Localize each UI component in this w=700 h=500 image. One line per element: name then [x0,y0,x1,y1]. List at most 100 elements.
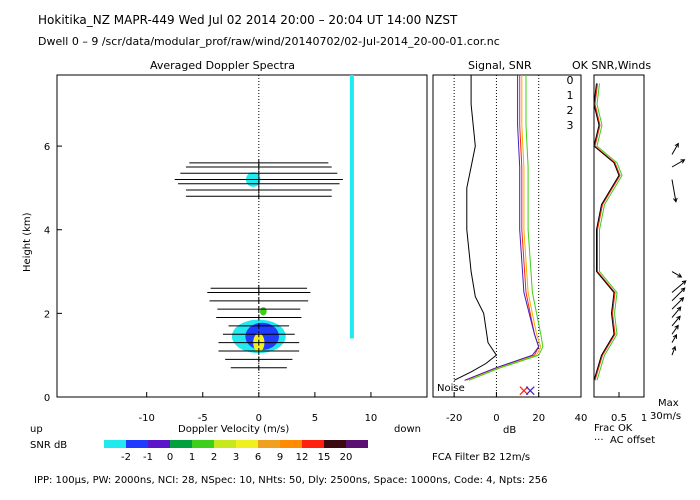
wind-arrow-head [676,315,681,321]
ac-offset-dots: ··· [594,435,604,446]
colorbar-swatch [302,440,324,448]
signal-title: Signal, SNR [468,59,532,72]
colorbar-level-label: 12 [296,452,309,463]
down-label: down [394,424,421,435]
wind-arrow-head [677,273,683,278]
wind-arrow-head [674,142,679,148]
x-tick-label: 10 [365,413,378,424]
wind-arrow-head [679,296,685,302]
colorbar-swatch [192,440,214,448]
colorbar-swatch [126,440,148,448]
colorbar-label: SNR dB [30,440,67,451]
colorbar-swatch [236,440,258,448]
fca-filter-label: FCA Filter B2 12m/s [432,452,530,463]
signal-plot-frame [432,74,582,398]
wind-arrow-head [671,345,677,351]
spectra-title: Averaged Doppler Spectra [150,59,295,72]
up-label: up [30,424,43,435]
colorbar-level-label: 6 [255,452,261,463]
wind-arrow [671,280,687,293]
signal-series-line [464,75,540,381]
colorbar-level-label: 2 [211,452,217,463]
header-line-1: Hokitika_NZ MAPR-449 Wed Jul 02 2014 20:… [38,13,458,27]
colorbar-level-label: 15 [318,452,331,463]
acquisition-params: IPP: 100µs, PW: 2000ns, NCI: 28, NSpec: … [34,475,547,486]
x-axis-label: Doppler Velocity (m/s) [178,424,289,435]
wind-arrow [671,325,679,335]
legend-entry: 1 [567,89,574,102]
colorbar-swatch [104,440,126,448]
frac-ok-line [594,83,621,381]
winds-x-tick-label: 0.5 [611,413,627,424]
signal-x-tick-label: 40 [575,413,588,424]
signal-x-tick-label: 20 [532,413,545,424]
colorbar-swatch [346,440,368,448]
wind-arrow-head [680,287,686,293]
x-tick-label: 0 [256,413,262,424]
wind-arrow [671,179,677,202]
wind-arrow-head [674,324,679,330]
signal-x-axis-label: dB [503,425,516,436]
wind-arrow [671,143,679,155]
frac-ok-line [596,83,623,381]
wind-arrow [671,159,685,168]
colorbar-level-label: 20 [340,452,353,463]
wind-arrow-head [673,197,678,203]
x-tick-label: -5 [198,413,208,424]
legend-entry: 0 [567,74,574,87]
colorbar-level-label: 1 [189,452,195,463]
colorbar-swatch [324,440,346,448]
signal-x-tick-label: 0 [493,413,499,424]
frac-ok-line [593,83,620,381]
winds-legend: 0 1 2 3 [567,74,574,132]
wind-arrow-head [680,159,686,164]
signal-x-tick-label: -20 [446,413,462,424]
wind-arrow [671,346,676,356]
colorbar-swatch [280,440,302,448]
winds-title: OK SNR,Winds [572,59,651,72]
colorbar-level-label: -2 [121,452,131,463]
wind-arrow [671,315,681,327]
y-tick-label: 0 [44,393,50,404]
winds-x-tick-label: 1 [641,413,647,424]
y-tick-label: 6 [44,142,50,153]
colorbar-level-label: 0 [167,452,173,463]
colorbar-level-label: 3 [233,452,239,463]
ac-offset-label: AC offset [610,435,655,446]
snr-colorbar: -2 -1 0 1 2 3 6 9 12 15 20 [104,440,368,463]
signal-series-line [468,75,544,381]
clutter-line [349,75,354,339]
legend-entry: 3 [567,119,574,132]
spectra-plot-frame [56,74,428,398]
wind-arrow [671,334,677,343]
winds-plot: 0.5 1 [593,83,687,424]
signal-plot: -20 0 20 40 [446,75,587,424]
frac-ok-label: Frac OK [594,423,633,434]
colorbar-swatch [214,440,236,448]
colorbar-level-label: 9 [277,452,283,463]
x-tick-label: 5 [312,413,318,424]
colorbar-swatch [258,440,280,448]
signal-series-line [466,75,542,381]
wind-arrow [671,287,686,302]
header-line-2: Dwell 0 – 9 /scr/data/modular_prof/raw/w… [38,35,500,48]
noise-marker [525,386,535,396]
colorbar-swatch [170,440,192,448]
noise-label: Noise [437,383,465,394]
wind-arrow [671,297,684,310]
x-tick-label: -10 [139,413,155,424]
y-axis-label: Height (km) [22,212,33,272]
winds-max-label: Max [658,398,679,409]
winds-max-value: 30m/s [650,411,681,422]
echo-mid-green [259,307,267,316]
y-tick-label: 4 [44,226,50,237]
wind-arrow-head [676,306,682,312]
wind-arrow [671,271,682,278]
legend-entry: 2 [567,104,574,117]
wind-arrow-head [681,280,687,285]
colorbar-level-label: -1 [143,452,153,463]
colorbar-swatch [148,440,170,448]
noise-marker [519,386,529,396]
wind-arrow-head [672,333,678,339]
